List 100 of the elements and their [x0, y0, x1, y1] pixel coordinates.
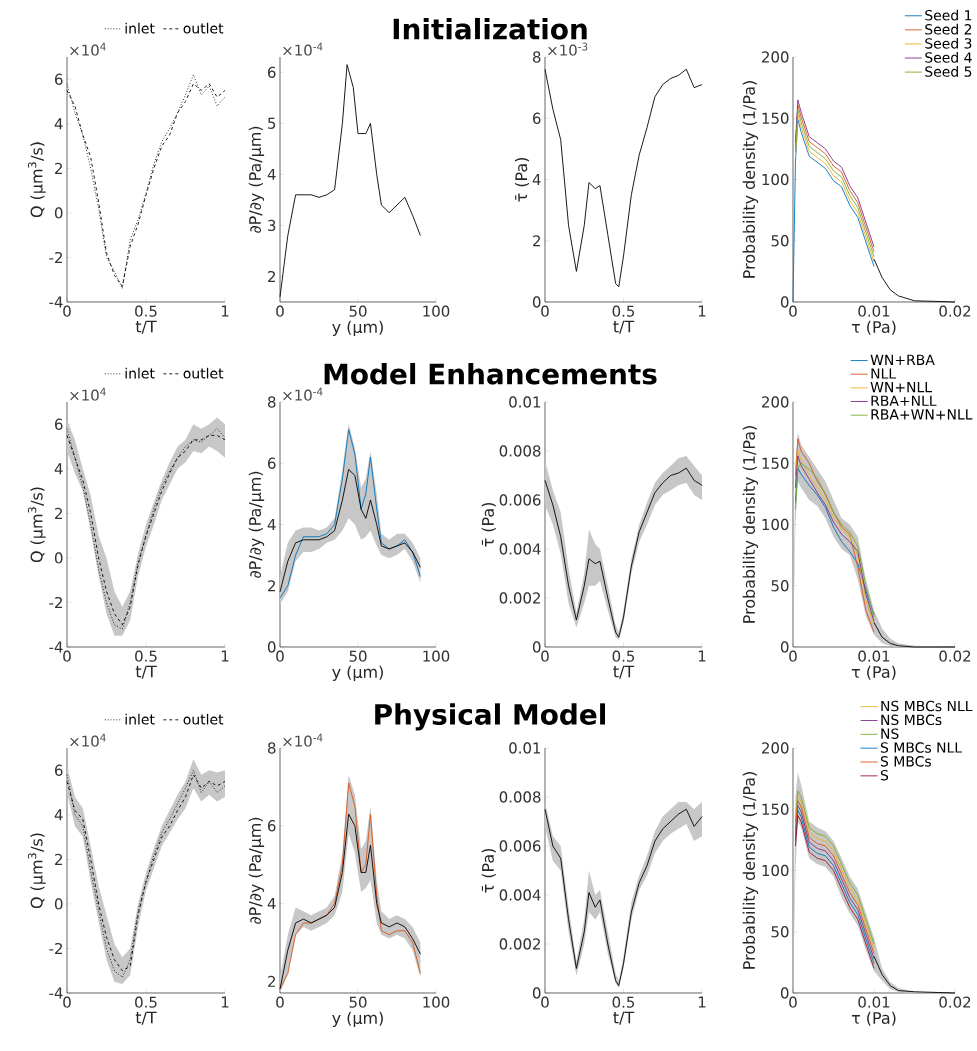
legend-label: outlet — [183, 713, 223, 725]
y-tick-label: 2 — [267, 270, 275, 283]
x-tick-label: 0 — [63, 650, 71, 662]
legend-label: inlet — [125, 367, 155, 379]
legend-label: RBA+WN+NLL — [871, 409, 973, 420]
x-axis-title: y (μm) — [331, 320, 383, 337]
x-tick-label: 0 — [541, 650, 549, 662]
y-tick-label: 0 — [54, 207, 63, 219]
y-tick-label: 0 — [780, 987, 789, 999]
legend-label: outlet — [183, 22, 223, 34]
x-axis-title: y (μm) — [331, 1011, 383, 1028]
y-tick-label: 6 — [54, 418, 63, 430]
y-tick-label: 100 — [762, 864, 789, 877]
y-tick-label: 6 — [54, 73, 63, 85]
y-axis-title: Probability density (1/Pa) — [742, 426, 758, 623]
y-tick-label: 6 — [267, 66, 276, 78]
x-tick-label: 0.02 — [939, 650, 970, 662]
x-axis-title: t/T — [613, 1011, 634, 1025]
x-axis-title: τ (Pa) — [851, 1011, 896, 1026]
x-axis-title: t/T — [135, 320, 157, 334]
y-tick-label: 0.004 — [499, 889, 541, 901]
x-tick-label: 1 — [698, 650, 706, 662]
legend-label: WN+RBA — [870, 354, 935, 365]
x-tick-label: 0.5 — [134, 305, 157, 317]
y-tick-label: 0.008 — [499, 791, 541, 803]
y-tick-label: 150 — [762, 457, 789, 469]
text: ×10$^{-4}$ — [283, 42, 323, 56]
y-tick-label: 0.01 — [508, 742, 540, 754]
y-tick-label: 6 — [54, 764, 63, 776]
y-axis-title: ∂P/∂y (Pa/μm) — [248, 126, 264, 233]
y-tick-label: 3 — [267, 219, 276, 232]
y-axis-title: τ̄ (Pa) — [481, 502, 496, 547]
legend-label: NS MBCs — [881, 714, 942, 726]
legend-label: outlet — [183, 367, 223, 379]
y-axis-title: τ̄ (Pa) — [481, 848, 496, 893]
y-tick-label: 0 — [532, 987, 541, 999]
legend-label: inlet — [125, 713, 155, 725]
y-tick-label: 0 — [532, 641, 541, 653]
x-axis-title: t/T — [135, 665, 157, 679]
text: ×10$^{4}$ — [70, 733, 106, 747]
x-tick-label: 0 — [276, 305, 284, 317]
y-tick-label: 100 — [762, 518, 789, 531]
y-tick-label: 50 — [771, 926, 789, 938]
y-tick-label: 4 — [267, 898, 276, 909]
legend-label: inlet — [125, 22, 155, 34]
y-tick-label: -4 — [49, 987, 63, 999]
legend-label: NLL — [871, 368, 896, 379]
legend-label: Seed 1 — [925, 9, 971, 21]
y-tick-label: -4 — [49, 641, 63, 653]
y-tick-label: 4 — [54, 463, 63, 475]
y-tick-label: 50 — [771, 580, 789, 592]
y-axis-title: Probability density (1/Pa) — [742, 772, 758, 969]
y-tick-label: 6 — [532, 112, 541, 124]
y-tick-label: 2 — [532, 235, 540, 247]
y-tick-label: 4 — [54, 809, 63, 821]
x-tick-label: 0.01 — [858, 996, 890, 1008]
y-axis-title: Probability density (1/Pa) — [742, 81, 758, 278]
y-tick-label: 150 — [762, 803, 789, 815]
y-tick-label: 0 — [780, 641, 789, 653]
legend-label: S — [880, 769, 888, 781]
x-tick-label: 0 — [63, 996, 71, 1008]
x-axis-title: τ (Pa) — [851, 320, 896, 335]
legend-label: S MBCs — [880, 756, 931, 767]
y-tick-label: 150 — [762, 112, 789, 124]
y-tick-label: 0.002 — [499, 938, 540, 950]
x-tick-label: 0 — [541, 305, 549, 317]
x-tick-label: 0.5 — [612, 650, 634, 662]
chart-title: Model Enhancements — [324, 362, 657, 385]
x-tick-label: 0 — [789, 996, 797, 1008]
y-axis-title: Q (μm$^{3}$/s) — [27, 487, 46, 563]
y-tick-label: 0.006 — [499, 494, 541, 506]
text: ×10$^{-4}$ — [283, 387, 323, 401]
y-tick-label: 0 — [267, 641, 276, 653]
y-tick-label: 2 — [267, 975, 275, 987]
x-tick-label: 1 — [221, 996, 229, 1008]
y-tick-label: 8 — [267, 396, 276, 408]
y-tick-label: 2 — [54, 853, 62, 865]
y-tick-label: 5 — [267, 117, 275, 129]
y-tick-label: 4 — [267, 519, 276, 530]
chart-title: Initialization — [393, 17, 587, 40]
y-tick-label: 100 — [762, 173, 789, 186]
legend-label: NS MBCs NLL — [881, 700, 973, 712]
x-tick-label: 0.01 — [858, 305, 890, 317]
y-tick-label: 8 — [532, 51, 541, 63]
y-tick-label: 0.008 — [499, 445, 541, 457]
y-tick-label: -2 — [49, 596, 62, 608]
legend-label: WN+NLL — [870, 382, 932, 393]
y-tick-label: 200 — [761, 396, 789, 408]
text: ×10$^{-4}$ — [283, 733, 323, 747]
y-tick-label: 0.01 — [508, 396, 540, 408]
y-tick-label: 0.004 — [499, 543, 541, 555]
legend-label: Seed 3 — [925, 37, 972, 49]
x-tick-label: 100 — [423, 996, 450, 1008]
y-tick-label: 200 — [761, 51, 789, 63]
x-tick-label: 0.5 — [612, 996, 634, 1008]
legend-label: Seed 2 — [925, 23, 971, 35]
y-tick-label: 0 — [54, 898, 63, 910]
y-tick-label: 200 — [761, 742, 789, 754]
y-tick-label: -4 — [49, 296, 63, 308]
y-tick-label: 0.002 — [499, 592, 540, 604]
